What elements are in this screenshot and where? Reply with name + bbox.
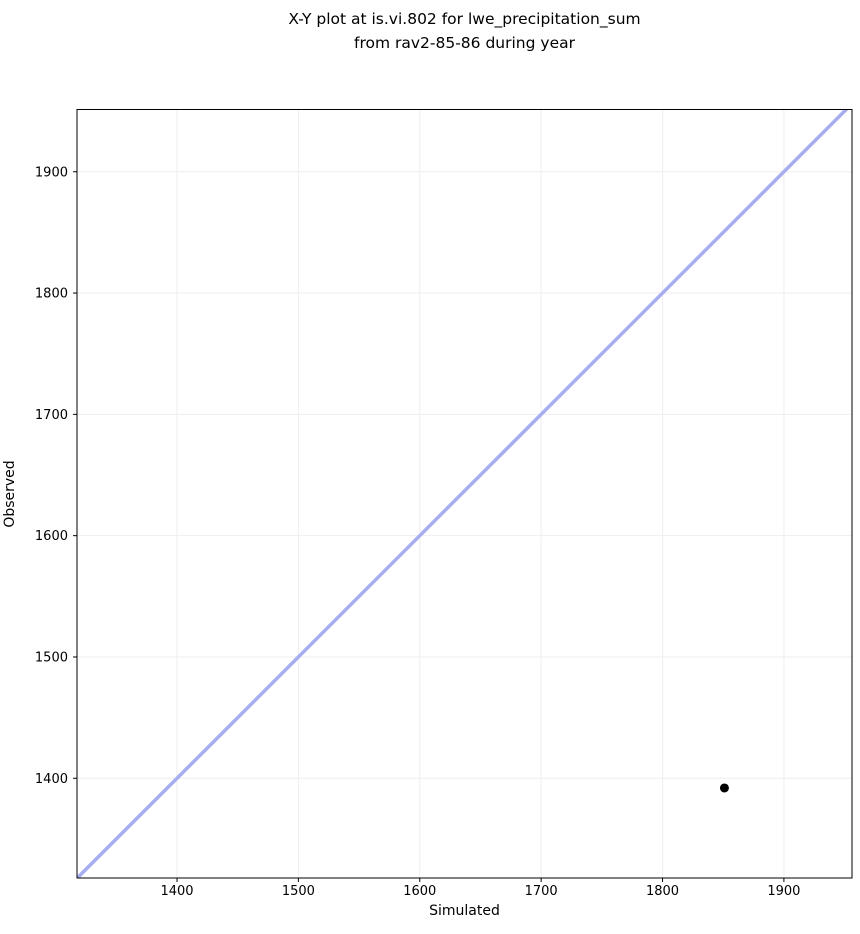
y-tick-label: 1700 — [35, 408, 68, 423]
x-tick-label: 1400 — [160, 884, 193, 899]
chart-title-line1: X-Y plot at is.vi.802 for lwe_precipitat… — [288, 10, 641, 28]
y-tick-label: 1600 — [35, 529, 68, 544]
x-tick-label: 1500 — [282, 884, 315, 899]
x-tick-label: 1800 — [646, 884, 679, 899]
chart-title-line2: from rav2-85-86 during year — [354, 34, 575, 52]
chart-title: X-Y plot at is.vi.802 for lwe_precipitat… — [77, 7, 852, 55]
y-tick-label: 1900 — [35, 165, 68, 180]
y-axis-label: Observed — [2, 460, 18, 528]
y-tick-label: 1500 — [35, 651, 68, 666]
x-tick-label: 1900 — [767, 884, 800, 899]
x-axis-label: Simulated — [429, 903, 500, 919]
y-tick-label: 1400 — [35, 772, 68, 787]
identity-line — [77, 109, 849, 878]
x-tick-label: 1700 — [525, 884, 558, 899]
x-tick-label: 1600 — [403, 884, 436, 899]
axes-spines — [76, 109, 853, 879]
y-tick-label: 1800 — [35, 287, 68, 302]
data-point — [719, 783, 729, 793]
